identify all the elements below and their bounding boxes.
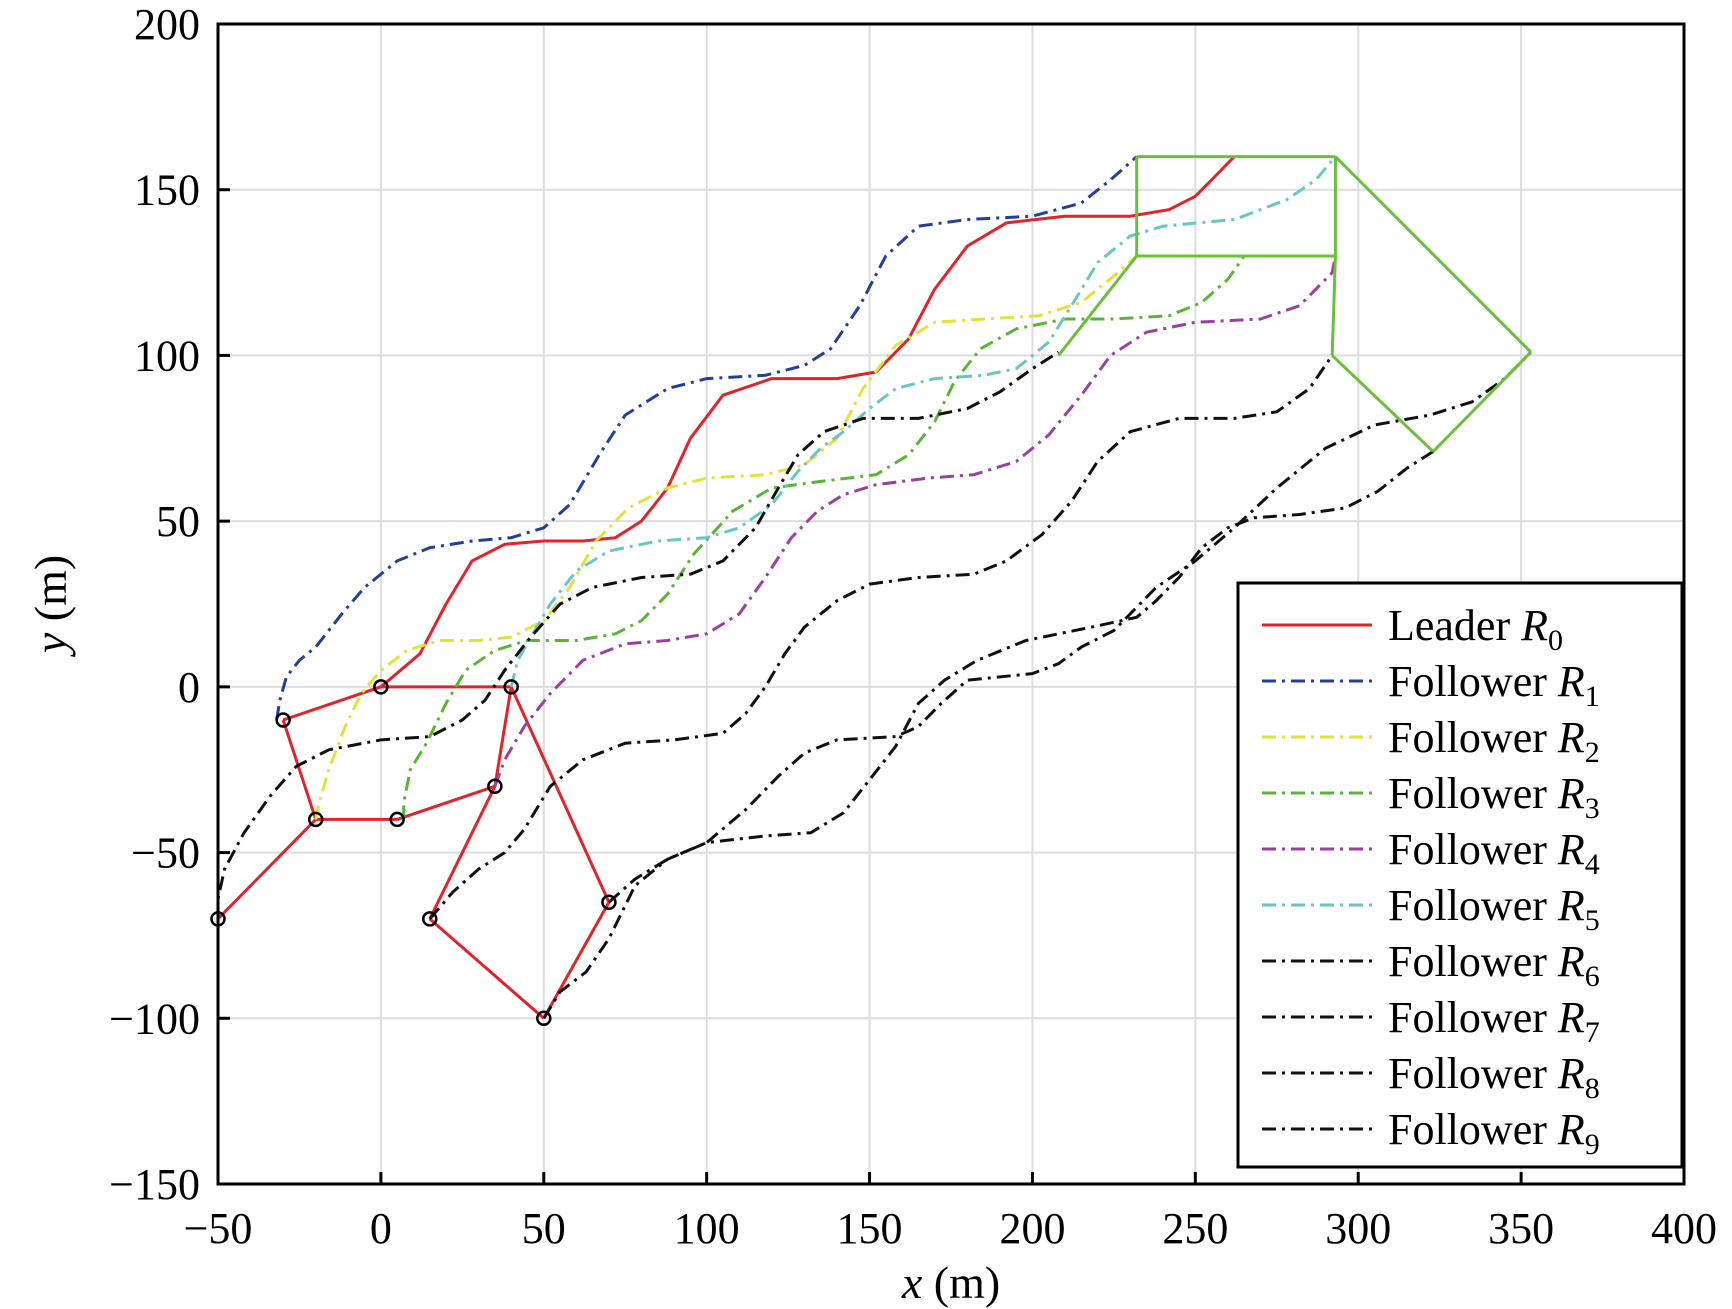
x-tick-label: 250 [1162, 1204, 1228, 1253]
agent-start-marker [275, 712, 291, 728]
final-formation [1057, 155, 1532, 453]
y-tick-label: 200 [134, 0, 200, 49]
x-axis-label: x (m) [901, 1257, 1000, 1308]
agent-start-marker [487, 778, 503, 795]
y-tick-label: 100 [134, 331, 200, 380]
legend-label-6: Follower R6 [1388, 937, 1600, 993]
series-line-7 [428, 354, 1334, 920]
trajectories [216, 155, 1532, 1020]
agent-start-marker [373, 679, 389, 695]
y-tick-label: −150 [109, 1160, 200, 1209]
legend-label-8: Follower R8 [1388, 1049, 1600, 1105]
x-tick-label: 400 [1651, 1204, 1717, 1253]
legend-label-7: Follower R7 [1388, 993, 1600, 1049]
series-line-0 [379, 155, 1236, 689]
y-tick-label: 150 [134, 166, 200, 215]
agent-start-marker [422, 911, 438, 927]
legend-label-3: Follower R3 [1388, 769, 1600, 825]
agent-start-marker [503, 679, 519, 695]
initial-formation-edge [509, 686, 611, 903]
y-tick-label: 0 [178, 663, 200, 712]
agent-start-marker [389, 811, 405, 828]
final-formation-edge [1330, 255, 1337, 356]
x-tick-label: 50 [522, 1204, 566, 1253]
initial-formation-edge [493, 686, 513, 787]
y-tick-label: −50 [131, 829, 200, 878]
initial-formation-edge [281, 719, 318, 820]
initial-formation-edge [282, 685, 382, 722]
x-tick-label: 200 [999, 1204, 1065, 1253]
initial-formation-edge [216, 818, 317, 920]
final-formation-edge [1334, 155, 1532, 354]
y-tick-label: 50 [156, 497, 200, 546]
x-tick-label: −50 [184, 1204, 253, 1253]
final-formation-edge [1331, 354, 1435, 453]
x-tick-label: 150 [837, 1204, 903, 1253]
legend-label-2: Follower R2 [1388, 713, 1600, 769]
legend-label-0: Leader R0 [1388, 601, 1563, 657]
formation-markers [210, 679, 617, 1027]
final-formation-edge [1432, 351, 1532, 453]
series-line-3 [402, 255, 1246, 820]
plot-frame [216, 22, 1686, 1186]
legend-label-9: Follower R9 [1388, 1105, 1600, 1161]
legend-label-5: Follower R5 [1388, 881, 1600, 937]
x-tick-label: 100 [674, 1204, 740, 1253]
series-line-9 [607, 351, 1532, 904]
axis-ticks [216, 22, 1686, 1186]
x-tick-labels: −50 0 50 100 150 200 250 300 350 400 [184, 1204, 1717, 1253]
agent-start-marker [536, 1010, 552, 1027]
initial-formation-edge [428, 785, 497, 920]
legend-label-4: Follower R4 [1388, 825, 1600, 881]
x-tick-label: 0 [370, 1204, 392, 1253]
series-line-2 [314, 254, 1138, 820]
x-tick-label: 350 [1488, 1204, 1554, 1253]
agent-start-marker [307, 811, 324, 828]
agent-start-marker [601, 894, 617, 911]
series-line-8 [542, 450, 1435, 1020]
series-line-4 [493, 255, 1337, 787]
y-tick-label: −100 [109, 994, 200, 1043]
x-tick-label: 300 [1325, 1204, 1391, 1253]
initial-formation-edge [396, 784, 496, 821]
series-line-5 [509, 155, 1337, 688]
y-tick-labels: −150 −100 −50 0 50 100 150 200 [109, 0, 200, 1209]
initial-formation-edge [428, 917, 545, 1020]
series-line-1 [275, 155, 1138, 721]
final-formation-edge [1057, 255, 1138, 357]
initial-formation-edge [542, 901, 611, 1020]
series-line-6 [216, 350, 1060, 919]
legend-label-1: Follower R1 [1388, 657, 1600, 713]
y-axis-label: y (m) [25, 555, 76, 657]
